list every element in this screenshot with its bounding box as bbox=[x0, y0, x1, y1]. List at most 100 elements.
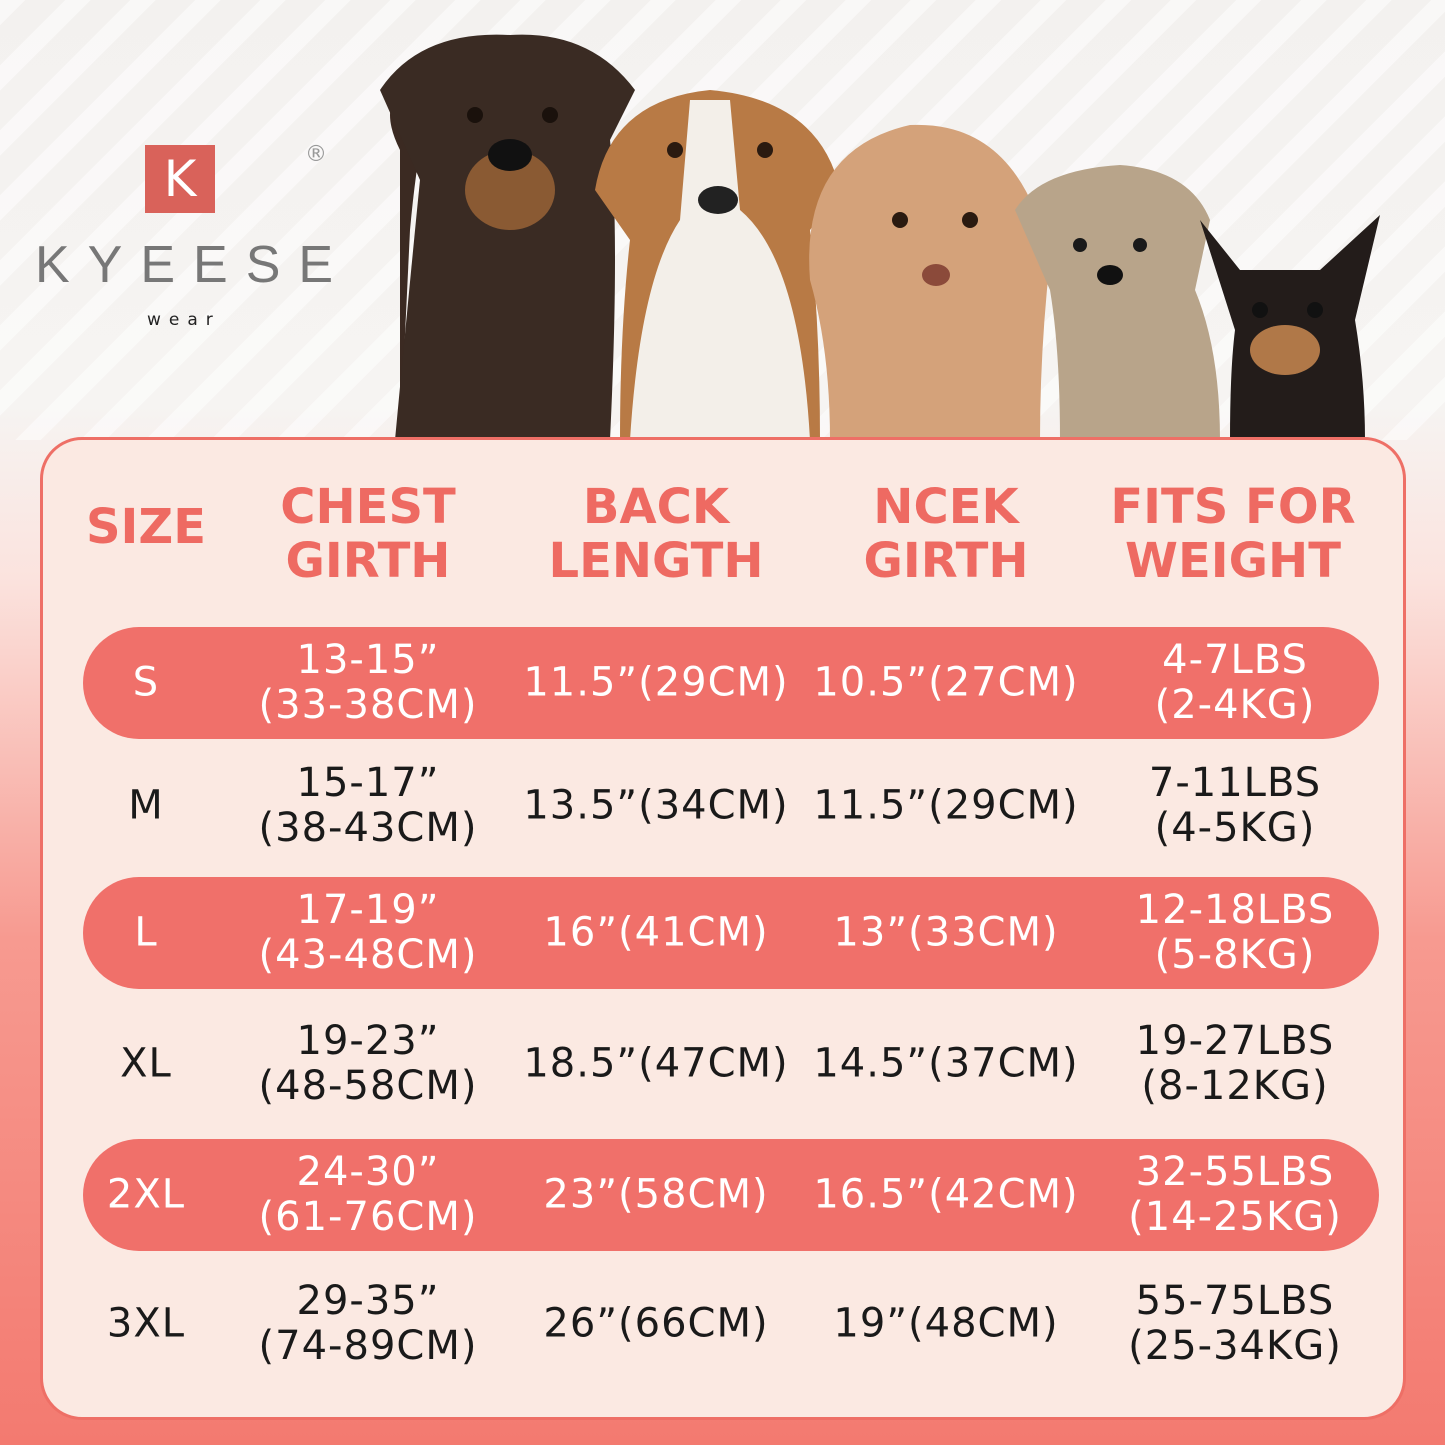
chest-cell: 19-23” (48-58CM) bbox=[259, 1019, 478, 1109]
weight-value: (4-5KG) bbox=[1154, 805, 1316, 851]
header-text: FITS FOR bbox=[1110, 479, 1356, 535]
neck-value: 16.5”(42CM) bbox=[813, 1171, 1079, 1218]
chest-cell: 29-35” (74-89CM) bbox=[259, 1279, 478, 1369]
weight-value: (25-34KG) bbox=[1128, 1323, 1342, 1369]
size-value: L bbox=[134, 909, 158, 956]
logo-mark: K bbox=[145, 145, 215, 213]
back-value: 23”(58CM) bbox=[543, 1171, 769, 1218]
header-text: NCEK bbox=[873, 479, 1019, 535]
weight-cell: 7-11LBS (4-5KG) bbox=[1149, 761, 1321, 851]
header-text: GIRTH bbox=[863, 533, 1029, 589]
chest-value: (38-43CM) bbox=[258, 805, 478, 851]
chest-value: (74-89CM) bbox=[258, 1323, 478, 1369]
weight-value: 32-55LBS bbox=[1135, 1149, 1335, 1195]
back-value: 26”(66CM) bbox=[543, 1300, 769, 1347]
size-cell: S bbox=[132, 659, 160, 706]
brand-name: KYEESE bbox=[35, 236, 352, 294]
chest-value: 29-35” bbox=[296, 1278, 440, 1324]
size-cell: M bbox=[128, 782, 164, 829]
brand-logo: K ® KYEESE wear bbox=[30, 140, 340, 340]
size-cell: XL bbox=[120, 1040, 172, 1087]
back-cell: 13.5”(34CM) bbox=[523, 782, 789, 829]
weight-cell: 4-7LBS (2-4KG) bbox=[1155, 638, 1316, 728]
size-value: M bbox=[128, 782, 164, 829]
chest-value: (43-48CM) bbox=[258, 932, 478, 978]
size-value: 3XL bbox=[106, 1300, 186, 1347]
chest-value: 17-19” bbox=[296, 887, 440, 933]
chest-cell: 17-19” (43-48CM) bbox=[259, 888, 478, 978]
weight-cell: 55-75LBS (25-34KG) bbox=[1128, 1279, 1342, 1369]
size-cell: 2XL bbox=[106, 1171, 186, 1218]
header-back-length: BACK LENGTH bbox=[548, 480, 763, 588]
registered-mark: ® bbox=[305, 142, 327, 167]
weight-value: (5-8KG) bbox=[1154, 932, 1316, 978]
size-cell: L bbox=[134, 909, 158, 956]
weight-value: (2-4KG) bbox=[1154, 682, 1316, 728]
header-text: GIRTH bbox=[285, 533, 451, 589]
weight-value: 4-7LBS bbox=[1162, 637, 1308, 683]
back-cell: 11.5”(29CM) bbox=[523, 659, 789, 706]
size-value: S bbox=[132, 659, 160, 706]
neck-value: 14.5”(37CM) bbox=[813, 1040, 1079, 1087]
neck-cell: 10.5”(27CM) bbox=[813, 659, 1079, 706]
doberman-photo bbox=[380, 34, 635, 440]
header-text: LENGTH bbox=[548, 533, 764, 589]
chest-cell: 13-15” (33-38CM) bbox=[259, 638, 478, 728]
chest-value: (33-38CM) bbox=[258, 682, 478, 728]
neck-value: 13”(33CM) bbox=[833, 909, 1059, 956]
chest-value: 24-30” bbox=[296, 1149, 440, 1195]
neck-cell: 11.5”(29CM) bbox=[813, 782, 1079, 829]
neck-value: 11.5”(29CM) bbox=[813, 782, 1079, 829]
neck-cell: 14.5”(37CM) bbox=[813, 1040, 1079, 1087]
dogs-photo bbox=[380, 34, 1380, 440]
weight-cell: 12-18LBS (5-8KG) bbox=[1136, 888, 1335, 978]
weight-value: 55-75LBS bbox=[1135, 1278, 1335, 1324]
terrier-photo bbox=[1015, 165, 1220, 440]
neck-cell: 19”(48CM) bbox=[833, 1300, 1059, 1347]
weight-value: 12-18LBS bbox=[1135, 887, 1335, 933]
header-text: SIZE bbox=[85, 499, 207, 555]
back-value: 11.5”(29CM) bbox=[523, 659, 789, 706]
neck-value: 19”(48CM) bbox=[833, 1300, 1059, 1347]
size-cell: 3XL bbox=[106, 1300, 186, 1347]
header-text: WEIGHT bbox=[1125, 533, 1341, 589]
weight-cell: 32-55LBS (14-25KG) bbox=[1128, 1150, 1342, 1240]
weight-value: (8-12KG) bbox=[1141, 1063, 1329, 1109]
weight-value: 7-11LBS bbox=[1148, 760, 1322, 806]
table-row: M 15-17” (38-43CM) 13.5”(34CM) 11.5”(29CM) 7-… bbox=[83, 750, 1379, 862]
header-chest-girth: CHEST GIRTH bbox=[280, 480, 456, 588]
chest-cell: 24-30” (61-76CM) bbox=[259, 1150, 478, 1240]
poodle-photo bbox=[809, 124, 1050, 440]
back-cell: 26”(66CM) bbox=[543, 1300, 769, 1347]
size-value: 2XL bbox=[106, 1171, 186, 1218]
chest-value: 15-17” bbox=[296, 760, 440, 806]
table-row: S 13-15” (33-38CM) 11.5”(29CM) 10.5”(27CM) 4-… bbox=[83, 627, 1379, 739]
neck-cell: 13”(33CM) bbox=[833, 909, 1059, 956]
weight-value: 19-27LBS bbox=[1135, 1018, 1335, 1064]
neck-value: 10.5”(27CM) bbox=[813, 659, 1079, 706]
back-cell: 16”(41CM) bbox=[543, 909, 769, 956]
table-row: 2XL 24-30” (61-76CM) 23”(58CM) 16.5”(42CM) 32… bbox=[83, 1139, 1379, 1251]
back-cell: 23”(58CM) bbox=[543, 1171, 769, 1218]
header-text: BACK bbox=[582, 479, 730, 535]
beagle-photo bbox=[595, 90, 840, 440]
size-value: XL bbox=[120, 1040, 172, 1087]
chest-value: (48-58CM) bbox=[258, 1063, 478, 1109]
header-weight: FITS FOR WEIGHT bbox=[1110, 480, 1355, 588]
chest-value: 13-15” bbox=[296, 637, 440, 683]
chest-cell: 15-17” (38-43CM) bbox=[259, 761, 478, 851]
table-row: XL 19-23” (48-58CM) 18.5”(47CM) 14.5”(37CM) 1… bbox=[83, 1008, 1379, 1120]
header-neck-girth: NCEK GIRTH bbox=[864, 480, 1029, 588]
weight-value: (14-25KG) bbox=[1128, 1194, 1342, 1240]
back-value: 18.5”(47CM) bbox=[523, 1040, 789, 1087]
table-row: L 17-19” (43-48CM) 16”(41CM) 13”(33CM) 12-18L… bbox=[83, 877, 1379, 989]
size-chart-table: SIZE CHEST GIRTH BACK LENGTH NCEK GIRTH FIT… bbox=[40, 437, 1406, 1420]
chihuahua-photo bbox=[1200, 215, 1380, 440]
chest-value: (61-76CM) bbox=[258, 1194, 478, 1240]
brand-subtitle: wear bbox=[147, 310, 221, 330]
back-cell: 18.5”(47CM) bbox=[523, 1040, 789, 1087]
back-value: 13.5”(34CM) bbox=[523, 782, 789, 829]
header-size: SIZE bbox=[86, 500, 206, 554]
back-value: 16”(41CM) bbox=[543, 909, 769, 956]
chest-value: 19-23” bbox=[296, 1018, 440, 1064]
